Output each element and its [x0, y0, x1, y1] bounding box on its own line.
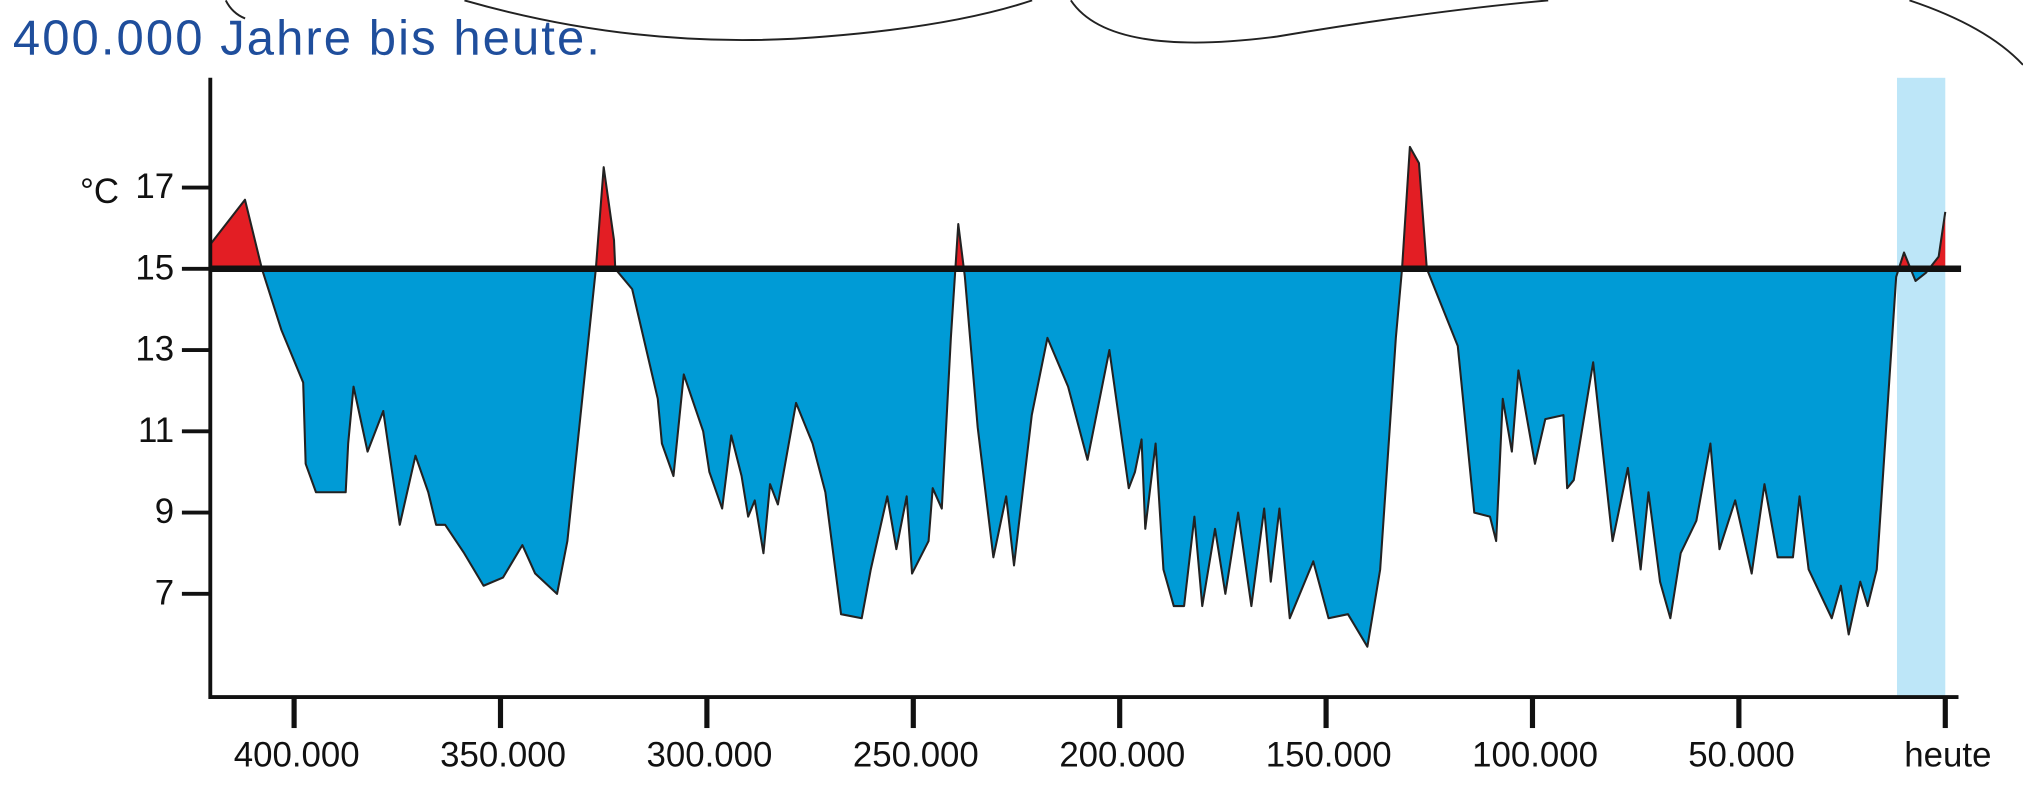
x-tick-label: 350.000: [440, 736, 566, 775]
y-unit-label: °C: [80, 172, 119, 211]
y-tick-label: 11: [138, 411, 174, 450]
plot-area: 7 9 11 13 15 17 400.000 350.000 300.000 250.000 20…: [135, 77, 1991, 775]
x-tick-label: 250.000: [853, 736, 979, 775]
highlight-band: [1896, 77, 1946, 698]
chart-title: 400.000 Jahre bis heute.: [13, 12, 600, 66]
x-tick-label: 200.000: [1059, 736, 1185, 775]
y-tick-label: 7: [155, 573, 174, 612]
area-below: [261, 268, 1930, 647]
x-tick-label: 50.000: [1688, 736, 1795, 775]
x-tick-label: 150.000: [1266, 736, 1392, 775]
brace-curve: [1070, 0, 1549, 44]
y-tick-label: 9: [155, 492, 174, 531]
y-tick-label: 15: [135, 248, 174, 287]
y-tick-label: 13: [135, 330, 174, 369]
brace-curve: [464, 0, 1033, 42]
x-tick-label: 100.000: [1472, 736, 1598, 775]
x-tick-label: 300.000: [647, 736, 773, 775]
decoration: [224, 0, 2023, 66]
brace-curve: [224, 0, 246, 20]
temperature-line: [209, 145, 1947, 648]
x-tick-label: heute: [1904, 736, 1991, 775]
brace-curve: [1909, 0, 2023, 66]
y-tick-label: 17: [135, 167, 174, 206]
x-tick-label: 400.000: [234, 736, 360, 775]
